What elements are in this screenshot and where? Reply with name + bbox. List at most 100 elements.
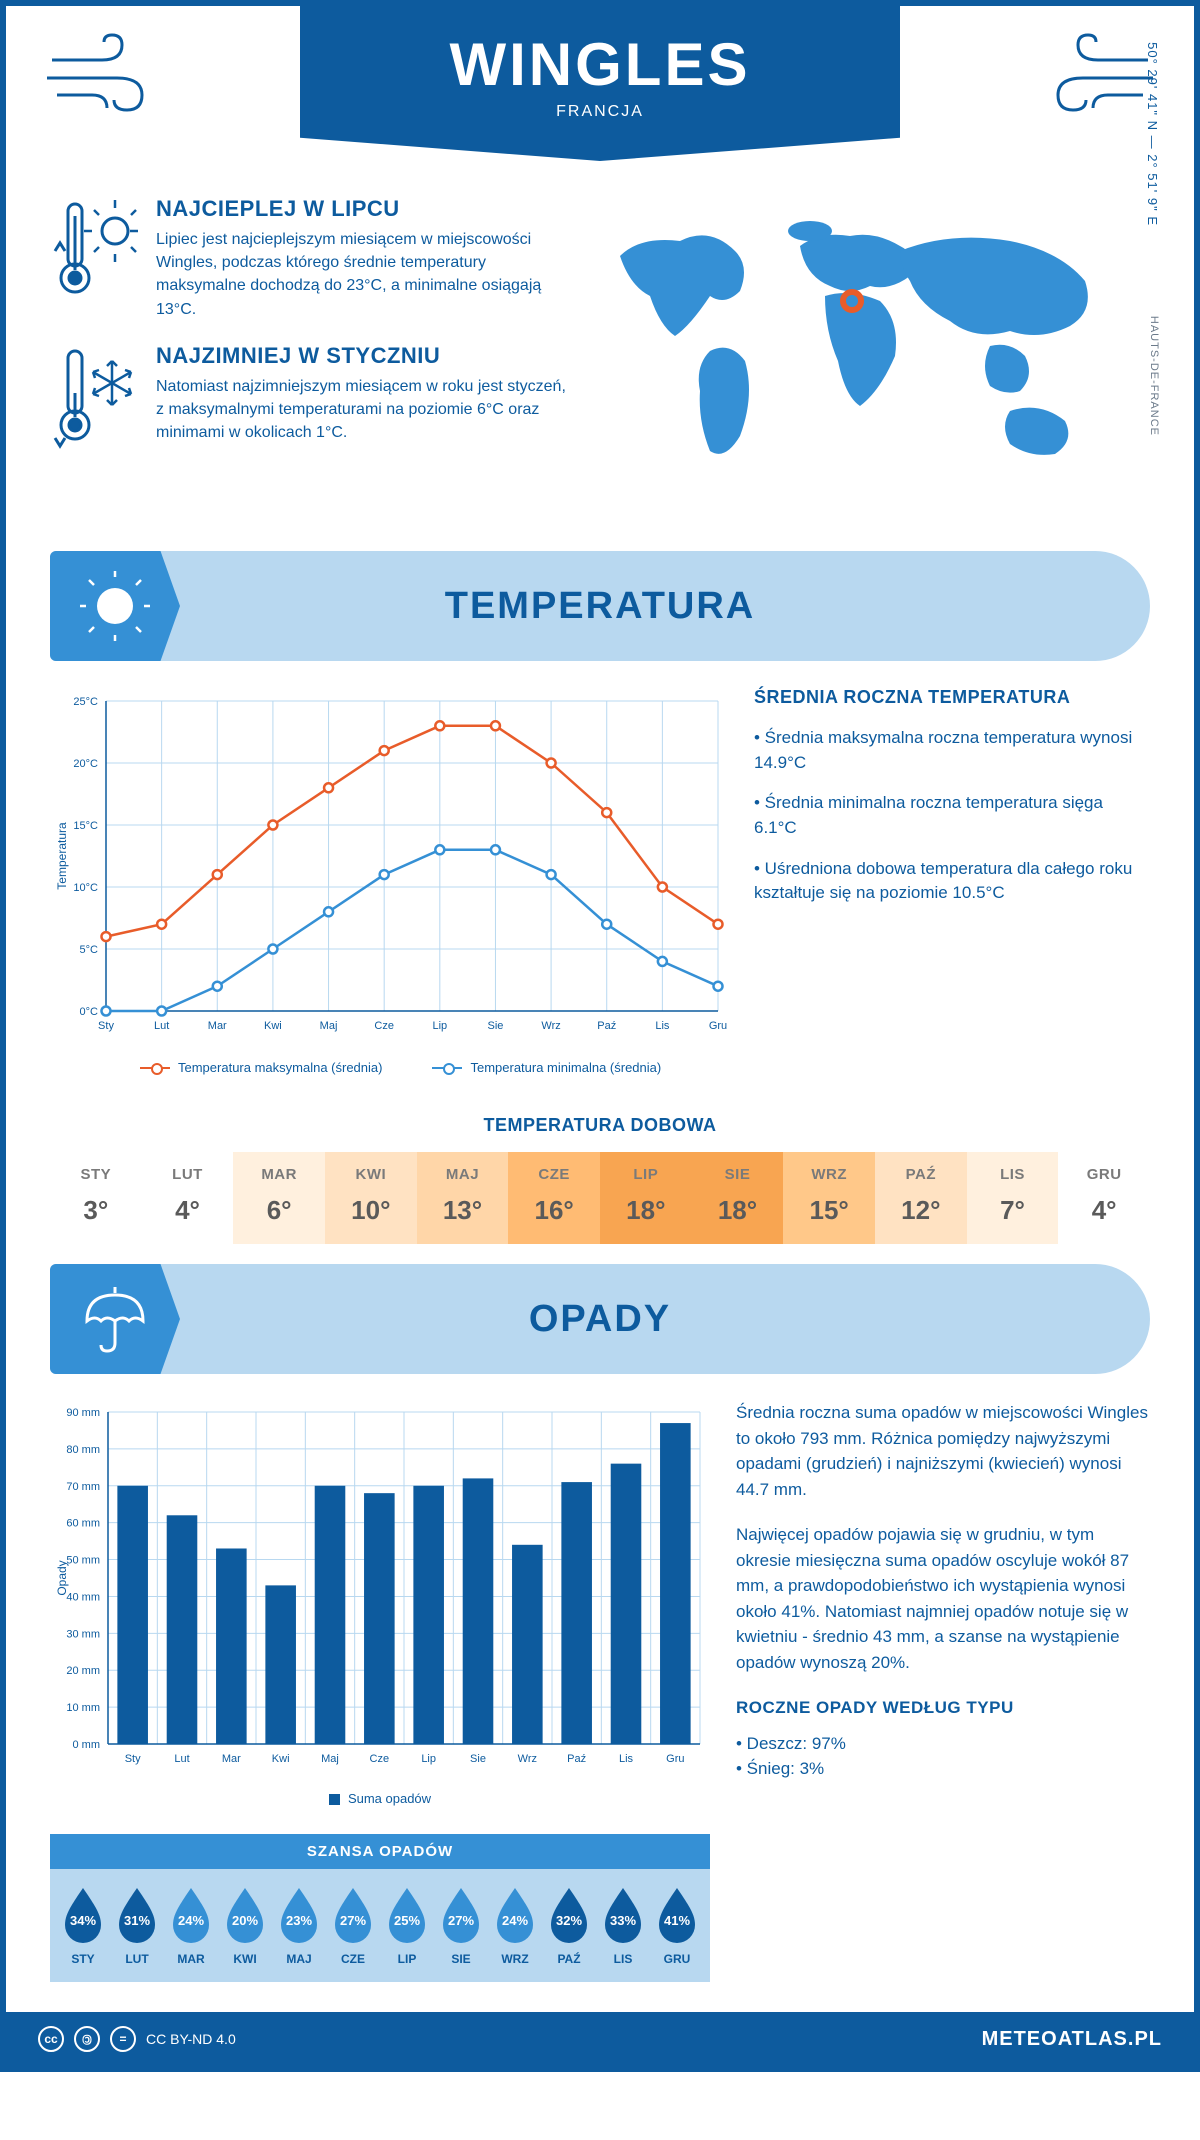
svg-text:Lis: Lis xyxy=(619,1753,634,1765)
svg-text:Gru: Gru xyxy=(666,1753,684,1765)
svg-text:Sie: Sie xyxy=(470,1753,486,1765)
rain-chance-month: KWI xyxy=(218,1952,272,1966)
world-map xyxy=(590,196,1110,496)
svg-text:80 mm: 80 mm xyxy=(66,1444,100,1456)
svg-text:33%: 33% xyxy=(610,1913,636,1928)
svg-text:Lip: Lip xyxy=(421,1753,436,1765)
svg-text:Opady: Opady xyxy=(55,1560,69,1595)
rain-chance-month: SIE xyxy=(434,1952,488,1966)
svg-text:41%: 41% xyxy=(664,1913,690,1928)
header: WINGLES FRANCJA xyxy=(6,6,1194,186)
svg-text:Paź: Paź xyxy=(567,1753,586,1765)
rain-chance-drop: 33% LIS xyxy=(596,1885,650,1966)
svg-text:Temperatura: Temperatura xyxy=(55,822,69,890)
title-ribbon: WINGLES FRANCJA xyxy=(300,6,900,161)
daily-month: STY xyxy=(50,1166,142,1183)
svg-text:27%: 27% xyxy=(448,1913,474,1928)
coldest-title: NAJZIMNIEJ W STYCZNIU xyxy=(156,343,570,369)
svg-text:Lip: Lip xyxy=(432,1020,447,1032)
svg-text:34%: 34% xyxy=(70,1913,96,1928)
daily-temp-title: TEMPERATURA DOBOWA xyxy=(6,1115,1194,1136)
svg-text:50 mm: 50 mm xyxy=(66,1555,100,1567)
by-icon: 🄯 xyxy=(74,2026,100,2052)
daily-cell: CZE 16° xyxy=(508,1152,600,1244)
svg-text:25%: 25% xyxy=(394,1913,420,1928)
daily-cell: STY 3° xyxy=(50,1152,142,1244)
country-label: FRANCJA xyxy=(300,103,900,121)
intro-section: NAJCIEPLEJ W LIPCU Lipiec jest najcieple… xyxy=(6,186,1194,531)
daily-cell: MAR 6° xyxy=(233,1152,325,1244)
temp-bullet: • Średnia maksymalna roczna temperatura … xyxy=(754,726,1150,775)
section-title-temperature: TEMPERATURA xyxy=(445,585,756,628)
daily-month: MAJ xyxy=(417,1166,509,1183)
svg-text:0 mm: 0 mm xyxy=(73,1739,101,1751)
rain-type-bullet: • Śnieg: 3% xyxy=(736,1756,1150,1782)
svg-text:10 mm: 10 mm xyxy=(66,1702,100,1714)
svg-text:0°C: 0°C xyxy=(80,1006,99,1018)
legend-min: Temperatura minimalna (średnia) xyxy=(470,1060,661,1075)
daily-cell: SIE 18° xyxy=(692,1152,784,1244)
region-label: HAUTS-DE-FRANCE xyxy=(1148,316,1160,436)
daily-temp-grid: STY 3° LUT 4° MAR 6° KWI 10° MAJ 13° CZE… xyxy=(50,1152,1150,1244)
svg-text:Lut: Lut xyxy=(174,1753,189,1765)
rain-p2: Najwięcej opadów pojawia się w grudniu, … xyxy=(736,1522,1150,1675)
footer: cc 🄯 = CC BY-ND 4.0 METEOATLAS.PL xyxy=(6,2012,1194,2066)
daily-value: 18° xyxy=(692,1195,784,1226)
daily-month: MAR xyxy=(233,1166,325,1183)
svg-text:10°C: 10°C xyxy=(73,882,98,894)
rain-chance-title: SZANSA OPADÓW xyxy=(50,1834,710,1869)
precipitation-banner: OPADY xyxy=(50,1264,1150,1374)
daily-cell: WRZ 15° xyxy=(783,1152,875,1244)
thermometer-sun-icon xyxy=(50,196,140,306)
rain-chance-drop: 34% STY xyxy=(56,1885,110,1966)
temperature-row: 0°C5°C10°C15°C20°C25°CStyLutMarKwiMajCze… xyxy=(6,687,1194,1095)
svg-text:23%: 23% xyxy=(286,1913,312,1928)
svg-text:40 mm: 40 mm xyxy=(66,1591,100,1603)
svg-text:90 mm: 90 mm xyxy=(66,1407,100,1419)
brand-label: METEOATLAS.PL xyxy=(982,2028,1162,2051)
rain-chance-drop: 24% WRZ xyxy=(488,1885,542,1966)
svg-text:20 mm: 20 mm xyxy=(66,1665,100,1677)
svg-text:32%: 32% xyxy=(556,1913,582,1928)
daily-value: 18° xyxy=(600,1195,692,1226)
daily-value: 10° xyxy=(325,1195,417,1226)
sun-icon xyxy=(50,551,180,661)
daily-value: 7° xyxy=(967,1195,1059,1226)
umbrella-icon xyxy=(50,1264,180,1374)
temperature-chart: 0°C5°C10°C15°C20°C25°CStyLutMarKwiMajCze… xyxy=(50,687,730,1095)
daily-month: LIP xyxy=(600,1166,692,1183)
cc-icon: cc xyxy=(38,2026,64,2052)
rain-legend: Suma opadów xyxy=(50,1785,710,1824)
svg-text:20°C: 20°C xyxy=(73,758,98,770)
wind-icon xyxy=(1048,30,1158,120)
warmest-block: NAJCIEPLEJ W LIPCU Lipiec jest najcieple… xyxy=(50,196,570,321)
svg-text:Mar: Mar xyxy=(208,1020,227,1032)
rain-chance-month: WRZ xyxy=(488,1952,542,1966)
daily-cell: GRU 4° xyxy=(1058,1152,1150,1244)
rain-chance-month: GRU xyxy=(650,1952,704,1966)
svg-text:Sty: Sty xyxy=(125,1753,141,1765)
daily-cell: PAŹ 12° xyxy=(875,1152,967,1244)
daily-month: GRU xyxy=(1058,1166,1150,1183)
rain-chance-drop: 31% LUT xyxy=(110,1885,164,1966)
rain-chance-month: CZE xyxy=(326,1952,380,1966)
daily-cell: LUT 4° xyxy=(142,1152,234,1244)
warmest-text: Lipiec jest najcieplejszym miesiącem w m… xyxy=(156,228,570,321)
temperature-legend: Temperatura maksymalna (średnia) Tempera… xyxy=(50,1052,730,1095)
svg-text:Sie: Sie xyxy=(488,1020,504,1032)
svg-text:Cze: Cze xyxy=(370,1753,390,1765)
rain-chance-drop: 25% LIP xyxy=(380,1885,434,1966)
rain-chance-drop: 32% PAŹ xyxy=(542,1885,596,1966)
temp-bullet: • Uśredniona dobowa temperatura dla całe… xyxy=(754,857,1150,906)
legend-max: Temperatura maksymalna (średnia) xyxy=(178,1060,382,1075)
daily-month: LIS xyxy=(967,1166,1059,1183)
temp-bullet: • Średnia minimalna roczna temperatura s… xyxy=(754,791,1150,840)
svg-text:Kwi: Kwi xyxy=(264,1020,282,1032)
nd-icon: = xyxy=(110,2026,136,2052)
thermometer-snow-icon xyxy=(50,343,140,453)
svg-text:15°C: 15°C xyxy=(73,820,98,832)
wind-icon xyxy=(42,30,152,120)
svg-text:Sty: Sty xyxy=(98,1020,114,1032)
svg-text:24%: 24% xyxy=(502,1913,528,1928)
svg-text:24%: 24% xyxy=(178,1913,204,1928)
